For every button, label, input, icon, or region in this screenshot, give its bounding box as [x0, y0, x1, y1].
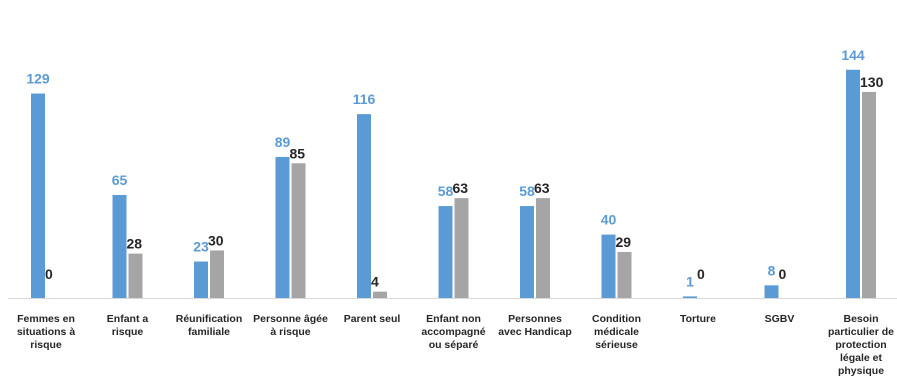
category-label-2: Réunification familiale: [176, 313, 243, 338]
category-label-line: protection: [835, 339, 886, 351]
bar-blue-9: [764, 285, 779, 298]
bar-blue-1: [112, 194, 127, 298]
value-label-blue-10: 144: [841, 47, 865, 63]
bar-blue-4: [357, 114, 371, 298]
value-label-blue-3: 89: [275, 134, 291, 150]
bar-gray-2: [210, 250, 224, 298]
value-label-gray-1: 28: [127, 236, 143, 252]
value-label-blue-6: 58: [519, 183, 535, 199]
category-label-line: Parent seul: [344, 313, 401, 325]
value-label-gray-3: 85: [290, 145, 306, 161]
category-label-line: Femmes en: [17, 313, 75, 325]
value-label-gray-8: 0: [697, 266, 705, 282]
value-label-gray-6: 63: [534, 180, 550, 196]
bar-blue-6: [520, 206, 534, 298]
value-label-blue-0: 129: [26, 71, 50, 87]
category-label-line: familiale: [188, 326, 230, 338]
bar-blue-0: [31, 93, 45, 298]
value-label-blue-4: 116: [353, 91, 376, 107]
bar-gray-7: [617, 252, 632, 298]
bar-gray-10: [862, 91, 876, 298]
category-label-3: Personne âgée à risque: [253, 313, 328, 338]
category-label-line: physique: [838, 365, 884, 377]
value-label-gray-0: 0: [45, 266, 53, 282]
value-label-gray-10: 130: [860, 74, 884, 90]
category-label-8: Torture: [680, 313, 716, 325]
category-label-line: sérieuse: [595, 339, 638, 351]
category-label-line: avec Handicap: [498, 326, 572, 338]
bar-gray-4: [373, 291, 387, 298]
category-label-line: Enfant a: [107, 313, 149, 325]
category-label-line: à risque: [270, 326, 310, 338]
bars-layer: [31, 69, 876, 298]
bar-gray-6: [536, 198, 550, 298]
value-label-blue-9: 8: [768, 262, 776, 278]
category-label-line: accompagné: [421, 326, 485, 338]
bar-gray-3: [291, 163, 306, 298]
value-label-blue-7: 40: [601, 212, 617, 228]
value-label-blue-1: 65: [112, 172, 128, 188]
category-label-4: Parent seul: [344, 313, 401, 325]
value-label-blue-2: 23: [193, 239, 209, 255]
category-label-line: Réunification: [176, 313, 243, 325]
category-label-line: risque: [112, 326, 144, 338]
value-label-gray-7: 29: [616, 234, 632, 250]
category-label-9: SGBV: [765, 313, 795, 325]
category-label-10: Besoin particulier de protection légale et p…: [828, 313, 894, 377]
category-label-1: Enfant a risque: [107, 313, 149, 338]
bar-blue-10: [846, 69, 860, 298]
bar-blue-7: [601, 234, 616, 298]
category-label-line: médicale: [594, 326, 639, 338]
value-label-gray-5: 63: [453, 180, 469, 196]
category-label-line: Condition: [592, 313, 641, 325]
bar-blue-8: [683, 296, 697, 298]
value-label-gray-2: 30: [208, 232, 224, 248]
bar-gray-1: [128, 253, 143, 298]
category-label-line: Torture: [680, 313, 716, 325]
category-label-6: Personnes avec Handicap: [498, 313, 572, 338]
category-label-7: Condition médicale sérieuse: [592, 313, 641, 351]
bar-blue-2: [194, 261, 208, 298]
category-label-line: SGBV: [765, 313, 795, 325]
bar-blue-5: [438, 206, 453, 298]
bar-blue-3: [275, 156, 290, 298]
category-label-line: Personne âgée: [253, 313, 328, 325]
category-label-line: situations à: [17, 326, 76, 338]
category-label-line: Personnes: [508, 313, 562, 325]
category-label-line: risque: [30, 339, 62, 351]
category-label-line: Enfant non: [426, 313, 481, 325]
value-label-blue-5: 58: [438, 183, 454, 199]
category-label-line: légale et: [840, 352, 883, 364]
value-label-gray-4: 4: [371, 274, 379, 290]
category-label-5: Enfant non accompagné ou séparé: [421, 313, 485, 351]
category-label-line: Besoin: [843, 313, 878, 325]
category-label-line: ou séparé: [429, 339, 479, 351]
category-label-line: particulier de: [828, 326, 894, 338]
category-label-0: Femmes en situations à risque: [17, 313, 76, 351]
bar-gray-5: [454, 198, 469, 298]
value-label-blue-8: 1: [686, 273, 694, 289]
value-label-gray-9: 0: [779, 266, 787, 282]
